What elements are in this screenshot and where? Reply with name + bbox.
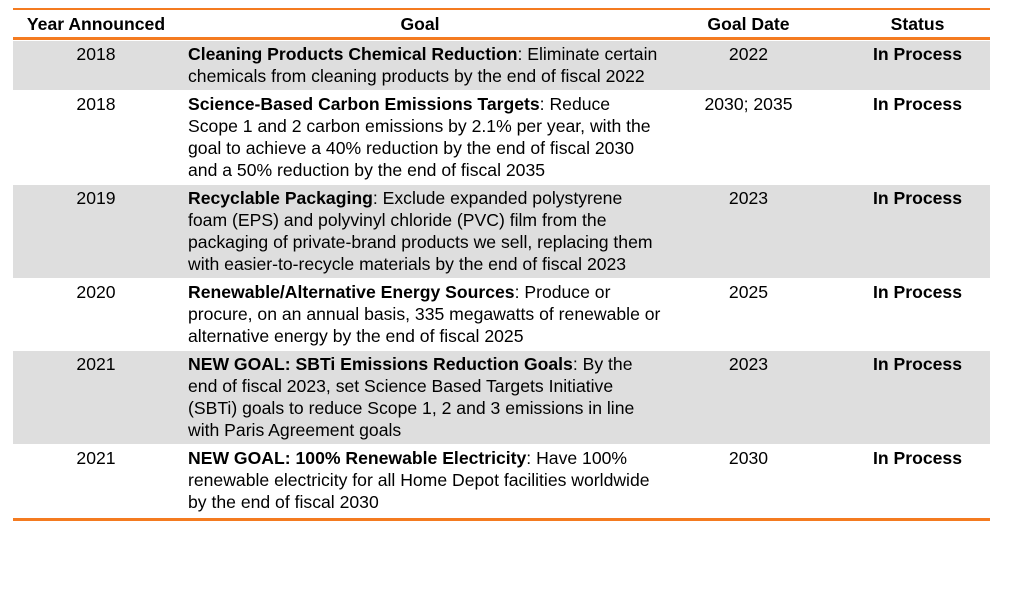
table-row: 2019 Recyclable Packaging: Exclude expan…: [13, 184, 990, 278]
status-cell: In Process: [873, 188, 962, 208]
goal-description: : Produce or procure, on an annual basis…: [188, 282, 661, 346]
year-cell: 2021: [76, 354, 116, 374]
goal-description: : By the end of fiscal 2023, set Science…: [188, 354, 635, 440]
status-cell: In Process: [873, 44, 962, 64]
header-year-announced: Year Announced: [26, 14, 166, 34]
goal-cell: NEW GOAL: 100% Renewable Electricity: Ha…: [179, 445, 661, 516]
header-status: Status: [890, 14, 945, 34]
status-cell: In Process: [873, 448, 962, 468]
goal-description: : Exclude expanded polystyrene foam (EPS…: [188, 188, 653, 274]
table-row: 2020 Renewable/Alternative Energy Source…: [13, 278, 990, 350]
goal-cell: Cleaning Products Chemical Reduction: El…: [179, 41, 661, 90]
status-cell: In Process: [873, 94, 962, 114]
goal-cell: Science-Based Carbon Emissions Targets: …: [179, 91, 661, 184]
goal-title: NEW GOAL: SBTi Emissions Reduction Goals: [188, 354, 573, 374]
goal-title: Science-Based Carbon Emissions Targets: [188, 94, 540, 114]
year-cell: 2018: [76, 94, 116, 114]
header-goal-date: Goal Date: [707, 14, 790, 34]
goal-cell: Renewable/Alternative Energy Sources: Pr…: [179, 279, 661, 350]
year-cell: 2021: [76, 448, 116, 468]
table-row: 2021 NEW GOAL: 100% Renewable Electricit…: [13, 444, 990, 516]
table-row: 2021 NEW GOAL: SBTi Emissions Reduction …: [13, 350, 990, 444]
goal-date-cell: 2023: [728, 188, 769, 208]
header-rule: [13, 37, 990, 40]
goal-date-cell: 2030: [728, 448, 769, 468]
table-row: 2018 Cleaning Products Chemical Reductio…: [13, 40, 990, 90]
goal-cell: Recyclable Packaging: Exclude expanded p…: [179, 185, 661, 278]
table-bottom-rule: [13, 518, 990, 521]
goal-cell: NEW GOAL: SBTi Emissions Reduction Goals…: [179, 351, 661, 444]
goal-description: : Eliminate certain chemicals from clean…: [188, 44, 658, 86]
goals-table: Year Announced Goal Goal Date Status 201…: [13, 8, 990, 521]
goal-title: NEW GOAL: 100% Renewable Electricity: [188, 448, 527, 468]
goal-date-cell: 2025: [728, 282, 769, 302]
goal-date-cell: 2030; 2035: [704, 94, 793, 114]
status-cell: In Process: [873, 282, 962, 302]
goal-description: : Reduce Scope 1 and 2 carbon emissions …: [188, 94, 651, 180]
goal-title: Recyclable Packaging: [188, 188, 373, 208]
table-top-rule: [13, 8, 990, 10]
goal-title: Cleaning Products Chemical Reduction: [188, 44, 518, 64]
status-cell: In Process: [873, 354, 962, 374]
goal-description: : Have 100% renewable electricity for al…: [188, 448, 650, 512]
year-cell: 2018: [76, 44, 116, 64]
table-header: Year Announced Goal Goal Date Status: [13, 10, 990, 37]
goal-date-cell: 2023: [728, 354, 769, 374]
header-goal: Goal: [400, 14, 440, 34]
table-row: 2018 Science-Based Carbon Emissions Targ…: [13, 90, 990, 184]
year-cell: 2020: [76, 282, 116, 302]
year-cell: 2019: [76, 188, 116, 208]
goal-date-cell: 2022: [728, 44, 769, 64]
goal-title: Renewable/Alternative Energy Sources: [188, 282, 515, 302]
